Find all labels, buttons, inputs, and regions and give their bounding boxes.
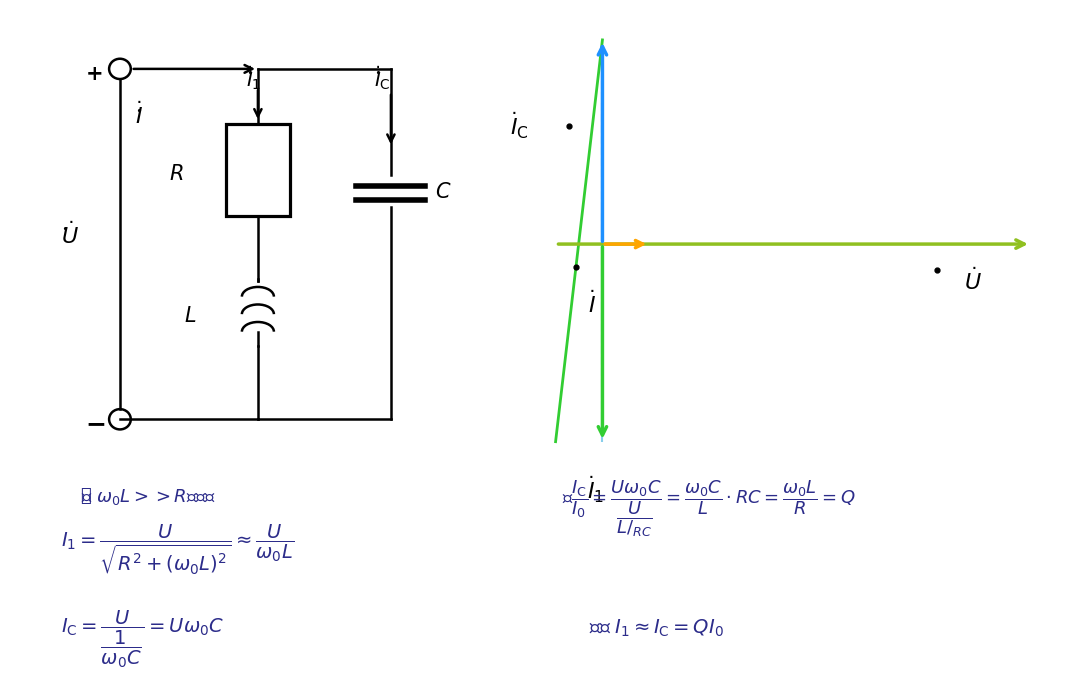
Text: $\bullet$: $\bullet$: [61, 223, 67, 233]
Text: $R$: $R$: [169, 163, 184, 184]
Text: $\mathrm{\text{由}}$ $\omega_0 L >> R$$\mathrm{\text{，得：}}$: $\mathrm{\text{由}}$ $\omega_0 L >> R$$\m…: [80, 487, 215, 507]
Text: $\bullet$: $\bullet$: [374, 66, 381, 77]
Text: $\mathrm{\text{则}}\dfrac{I_\mathrm{C}}{I_0} = \dfrac{U\omega_0 C}{\dfrac{U}{L/_{: $\mathrm{\text{则}}\dfrac{I_\mathrm{C}}{I…: [562, 479, 856, 539]
Text: $\dot{U}$: $\dot{U}$: [61, 221, 78, 248]
Bar: [226, 124, 290, 216]
Text: 由: 由: [80, 487, 91, 505]
Text: $\mathrm{\text{即：}}\; I_1 \approx I_\mathrm{C} = QI_0$: $\mathrm{\text{即：}}\; I_1 \approx I_\mat…: [589, 617, 724, 639]
Text: $I_\mathrm{C} = \dfrac{U}{\dfrac{1}{\omega_0 C}} = U\omega_0 C$: $I_\mathrm{C} = \dfrac{U}{\dfrac{1}{\ome…: [61, 609, 224, 670]
Text: $\dot{I}_{\mathrm{C}}$: $\dot{I}_{\mathrm{C}}$: [510, 111, 529, 141]
Text: +: +: [86, 64, 103, 84]
Text: $\dot{I}_1$: $\dot{I}_1$: [587, 475, 604, 505]
Text: $I_1 = \dfrac{U}{\sqrt{R^2+(\omega_0 L)^2}} \approx \dfrac{U}{\omega_0 L}$: $I_1 = \dfrac{U}{\sqrt{R^2+(\omega_0 L)^…: [61, 522, 293, 576]
Text: $\dot{U}$: $\dot{U}$: [964, 267, 982, 294]
Text: −: −: [86, 412, 106, 436]
Text: $\dot{I}$: $\dot{I}$: [135, 101, 142, 128]
Text: $\bullet$: $\bullet$: [135, 104, 141, 115]
Text: $L$: $L$: [184, 306, 196, 326]
Text: $C$: $C$: [435, 182, 452, 202]
Text: $\bullet$: $\bullet$: [245, 66, 253, 77]
Text: $\dot{I}$: $\dot{I}$: [588, 290, 595, 317]
Text: $\dot{I}_1$: $\dot{I}_1$: [245, 64, 261, 92]
Text: $\dot{I}_{\mathrm{C}}$: $\dot{I}_{\mathrm{C}}$: [374, 64, 390, 92]
